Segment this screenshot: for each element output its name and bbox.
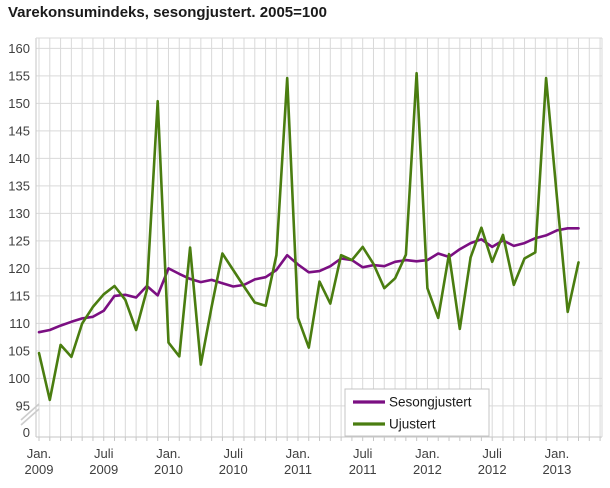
x-axis-label-year: 2011 bbox=[284, 462, 312, 477]
y-axis-label: 120 bbox=[8, 261, 30, 276]
x-axis-label-month: Jan. bbox=[415, 446, 440, 461]
y-axis-label: 140 bbox=[8, 151, 30, 166]
axis-break-mark bbox=[20, 408, 40, 426]
y-axis-label: 155 bbox=[8, 68, 30, 83]
x-axis-label-year: 2010 bbox=[219, 462, 248, 477]
y-axis-label: 110 bbox=[9, 316, 30, 331]
x-axis-label-year: 2012 bbox=[478, 462, 507, 477]
legend-item-ujustert[interactable]: Ujustert bbox=[389, 417, 436, 432]
chart-title: Varekonsumindeks, sesongjustert. 2005=10… bbox=[8, 4, 327, 21]
y-axis-label: 125 bbox=[8, 233, 30, 248]
x-axis-label-year: 2009 bbox=[25, 462, 54, 477]
x-axis-label-year: 2012 bbox=[413, 462, 442, 477]
series-line-ujustert bbox=[37, 71, 580, 402]
y-axis-label: 145 bbox=[8, 123, 30, 138]
y-axis-label: 160 bbox=[8, 41, 30, 56]
x-axis-label-year: 2013 bbox=[542, 462, 571, 477]
x-axis-label-year: 2009 bbox=[89, 462, 118, 477]
x-axis-label-month: Jan. bbox=[286, 446, 311, 461]
y-axis-label: 115 bbox=[9, 288, 30, 303]
x-axis-label-month: Jan. bbox=[27, 446, 52, 461]
x-axis-label-month: Juli bbox=[353, 446, 373, 461]
y-axis-label: 105 bbox=[8, 343, 30, 358]
x-axis-label-month: Juli bbox=[482, 446, 502, 461]
y-axis-zero-label: 0 bbox=[23, 425, 30, 440]
y-axis-label: 95 bbox=[16, 398, 30, 413]
x-axis-label-month: Jan. bbox=[545, 446, 570, 461]
x-axis-label-month: Juli bbox=[94, 446, 114, 461]
legend-box bbox=[344, 388, 490, 437]
y-axis-label: 100 bbox=[8, 371, 30, 386]
legend-item-sesongjustert[interactable]: Sesongjustert bbox=[389, 395, 472, 410]
series-line-sesongjustert bbox=[37, 227, 580, 334]
x-axis-label-month: Juli bbox=[223, 446, 243, 461]
x-axis-label-year: 2011 bbox=[349, 462, 377, 477]
axis-break-mark bbox=[20, 403, 40, 421]
y-axis-label: 130 bbox=[8, 206, 30, 221]
x-axis-label-year: 2010 bbox=[154, 462, 183, 477]
y-axis-label: 150 bbox=[8, 96, 30, 111]
x-axis-label-month: Jan. bbox=[156, 446, 181, 461]
y-axis-label: 135 bbox=[8, 178, 30, 193]
